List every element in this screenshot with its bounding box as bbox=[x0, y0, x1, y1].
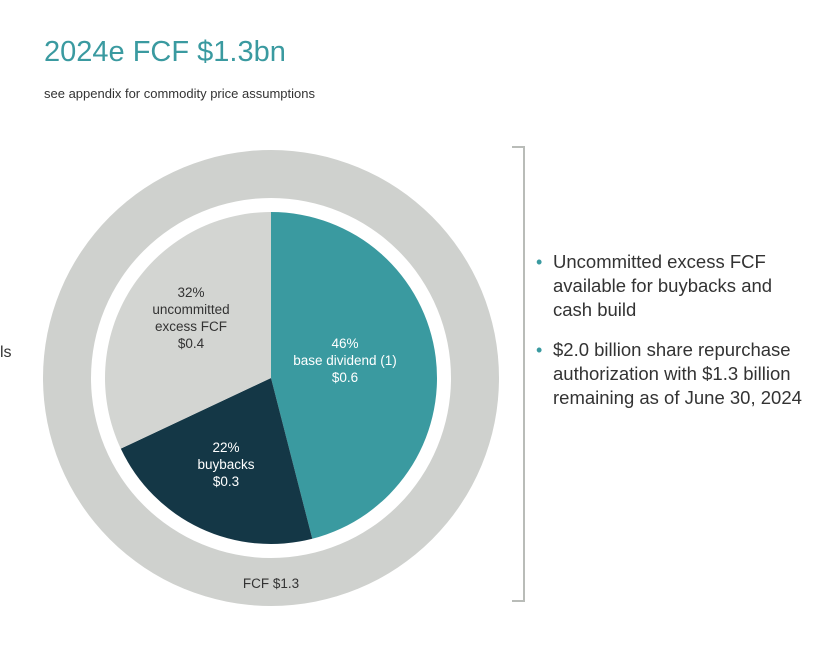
slice-label-2: 32% uncommitted excess FCF $0.4 bbox=[152, 285, 229, 351]
note-item: • $2.0 billion share repurchase authoriz… bbox=[536, 338, 806, 410]
page-subtitle: see appendix for commodity price assumpt… bbox=[44, 86, 315, 101]
slice-label-line: 32% bbox=[177, 285, 204, 300]
pie-slice-1 bbox=[120, 378, 313, 544]
pie-slice-2 bbox=[105, 212, 271, 449]
slice-label-line: $0.3 bbox=[213, 474, 239, 489]
clipped-edge-text: ls bbox=[0, 344, 12, 361]
fcf-total-label: FCF $1.3 bbox=[243, 576, 299, 591]
slice-label-line: base dividend (1) bbox=[293, 353, 397, 368]
slice-label-line: 22% bbox=[212, 440, 239, 455]
slice-label-1: 22% buybacks $0.3 bbox=[197, 440, 254, 489]
slice-label-line: $0.4 bbox=[178, 336, 205, 351]
page-title: 2024e FCF $1.3bn bbox=[44, 36, 286, 68]
slice-label-line: $0.6 bbox=[332, 370, 358, 385]
pie-slice-0 bbox=[271, 212, 437, 539]
note-text: Uncommitted excess FCF available for buy… bbox=[553, 251, 773, 320]
slice-label-line: 46% bbox=[331, 336, 358, 351]
slice-label-line: excess FCF bbox=[155, 319, 227, 334]
note-text: $2.0 billion share repurchase authorizat… bbox=[553, 339, 802, 408]
bracket-divider bbox=[512, 146, 525, 602]
note-item: • Uncommitted excess FCF available for b… bbox=[536, 250, 806, 322]
notes-list: • Uncommitted excess FCF available for b… bbox=[536, 250, 806, 426]
bullet-icon: • bbox=[536, 340, 543, 360]
slice-label-line: uncommitted bbox=[152, 302, 229, 317]
bullet-icon: • bbox=[536, 252, 543, 272]
slice-label-0: 46% base dividend (1) $0.6 bbox=[293, 336, 397, 385]
slice-label-line: buybacks bbox=[197, 457, 254, 472]
